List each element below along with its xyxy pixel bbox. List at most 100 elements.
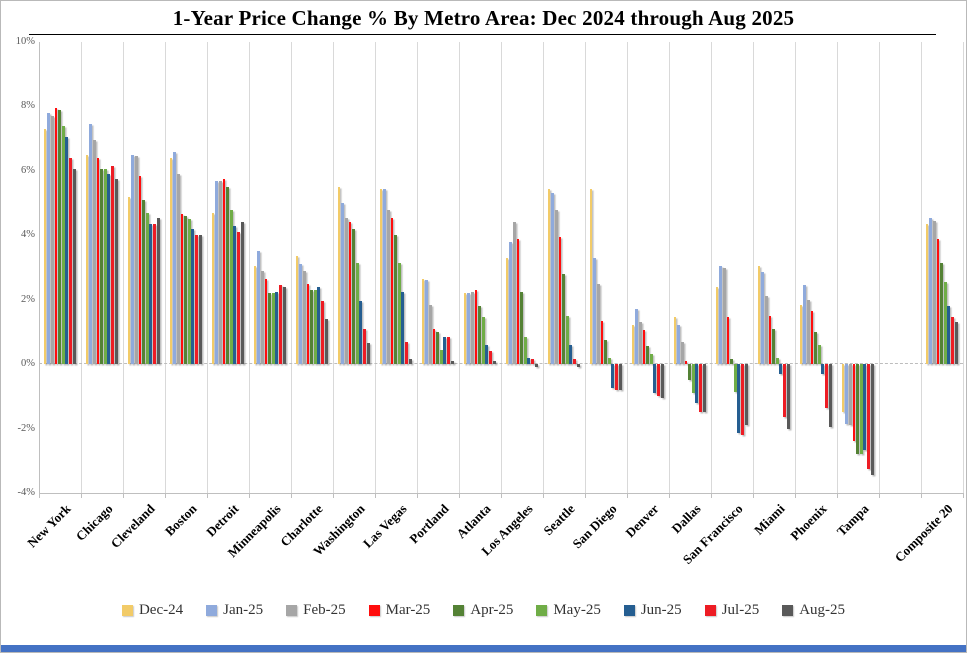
bar-May-25-Composite 20	[943, 281, 947, 365]
bar-Dec-24-Atlanta	[463, 293, 467, 365]
legend-item-apr-25: Apr-25	[453, 602, 513, 619]
gridline	[333, 42, 334, 493]
bar-Dec-24-Chicago	[85, 154, 89, 365]
bar-Apr-25-Chicago	[100, 169, 104, 365]
bar-Dec-24-San Francisco	[715, 286, 719, 365]
bar-Feb-25-San Francisco	[722, 267, 726, 365]
gridline	[207, 42, 208, 493]
bar-May-25-Tampa	[859, 364, 863, 455]
bar-Feb-25-Phoenix	[806, 299, 810, 365]
bar-Jan-25-Minneapolis	[257, 251, 261, 365]
bar-May-25-Portland	[439, 349, 443, 365]
legend-label-jul-25: Jul-25	[721, 602, 760, 618]
bar-Jul-25-Miami	[783, 364, 786, 418]
legend-label-aug-25: Aug-25	[799, 602, 846, 618]
bar-Dec-24-Seattle	[547, 188, 551, 365]
bar-Dec-24-Denver	[631, 325, 635, 365]
gridline	[963, 42, 964, 493]
bar-Aug-25-Charlotte	[324, 319, 328, 365]
bar-Apr-25-Minneapolis	[268, 293, 272, 365]
bar-Jul-25-Las Vegas	[405, 341, 408, 365]
bar-Mar-25-Denver	[642, 330, 646, 365]
bar-Feb-25-Tampa	[848, 364, 852, 426]
bar-Jul-25-Charlotte	[321, 301, 324, 365]
bar-Jan-25-Tampa	[845, 364, 849, 424]
bar-Jan-25-Boston	[173, 151, 177, 365]
bar-Aug-25-Chicago	[114, 178, 118, 365]
gridline	[459, 42, 460, 493]
bar-Dec-24-Washington	[337, 186, 341, 365]
bar-Jul-25-San Francisco	[741, 364, 744, 435]
y-tick-label: 6%	[21, 164, 35, 176]
bar-Jul-25-Composite 20	[951, 317, 954, 365]
gridline	[249, 42, 250, 493]
bar-Feb-25-Atlanta	[470, 291, 474, 365]
bar-Mar-25-Tampa	[852, 364, 856, 442]
x-axis-tick	[627, 493, 628, 498]
legend-label-may-25: May-25	[553, 602, 601, 618]
bar-May-25-San Francisco	[733, 364, 737, 392]
bar-Apr-25-Los Angeles	[520, 291, 524, 365]
x-axis-line	[39, 493, 963, 494]
bar-Apr-25-Seattle	[562, 273, 566, 365]
legend-item-may-25: May-25	[536, 602, 601, 619]
bar-Mar-25-Phoenix	[810, 310, 814, 365]
y-tick-label: 2%	[21, 293, 35, 305]
x-axis-tick	[39, 493, 40, 498]
legend-label-apr-25: Apr-25	[470, 602, 514, 618]
x-axis-tick	[333, 493, 334, 498]
x-axis-tick	[375, 493, 376, 498]
bar-Aug-25-Phoenix	[828, 364, 832, 427]
x-axis-tick	[585, 493, 586, 498]
bar-Aug-25-Portland	[450, 360, 454, 365]
x-axis-tick	[795, 493, 796, 498]
legend-item-dec-24: Dec-24	[121, 602, 184, 619]
bar-May-25-Denver	[649, 354, 653, 365]
bar-Apr-25-Washington	[352, 228, 356, 365]
bar-Apr-25-Boston	[184, 215, 188, 365]
y-tick-label: 4%	[21, 229, 35, 241]
bar-Feb-25-Cleveland	[134, 156, 138, 365]
bar-Mar-25-Miami	[768, 315, 772, 365]
bar-Jan-25-San Francisco	[719, 265, 723, 365]
bar-Jun-25-Miami	[779, 364, 783, 374]
bar-May-25-Dallas	[691, 364, 695, 394]
bar-Feb-25-Chicago	[92, 140, 96, 365]
bar-Jun-25-Portland	[443, 336, 447, 365]
x-axis-tick	[669, 493, 670, 498]
bar-Dec-24-Miami	[757, 265, 761, 365]
legend-item-jan-25: Jan-25	[206, 602, 263, 619]
y-axis-line	[39, 42, 40, 493]
bar-Jun-25-Seattle	[569, 344, 573, 365]
bar-May-25-Cleveland	[145, 212, 149, 365]
x-axis-tick	[417, 493, 418, 498]
bar-Jun-25-Minneapolis	[275, 291, 279, 365]
bottom-accent-bar	[1, 645, 966, 652]
x-axis-tick	[711, 493, 712, 498]
bar-Jan-25-Seattle	[551, 193, 555, 365]
bar-May-25-Phoenix	[817, 344, 821, 365]
bar-Feb-25-San Diego	[596, 283, 600, 365]
bar-Jul-25-Dallas	[699, 364, 702, 413]
bar-Aug-25-Miami	[786, 364, 790, 429]
bar-Jan-25-Chicago	[89, 124, 93, 365]
bar-Feb-25-Composite 20	[932, 220, 936, 365]
gridline	[81, 42, 82, 493]
bar-Dec-24-Detroit	[211, 212, 215, 365]
bar-Dec-24-Phoenix	[799, 304, 803, 365]
gridline	[417, 42, 418, 493]
x-axis-tick	[207, 493, 208, 498]
x-axis-tick	[459, 493, 460, 498]
bar-Feb-25-Washington	[344, 217, 348, 365]
bar-Apr-25-Dallas	[688, 364, 692, 381]
bar-Feb-25-Boston	[176, 174, 180, 365]
legend-item-jun-25: Jun-25	[623, 602, 682, 619]
gridline	[585, 42, 586, 493]
legend-label-dec-24: Dec-24	[138, 602, 184, 618]
bar-Mar-25-Atlanta	[474, 290, 478, 365]
bar-Aug-25-Seattle	[576, 364, 580, 368]
bar-Dec-24-New York	[43, 128, 47, 365]
bar-Apr-25-Phoenix	[814, 331, 818, 365]
gridline	[627, 42, 628, 493]
